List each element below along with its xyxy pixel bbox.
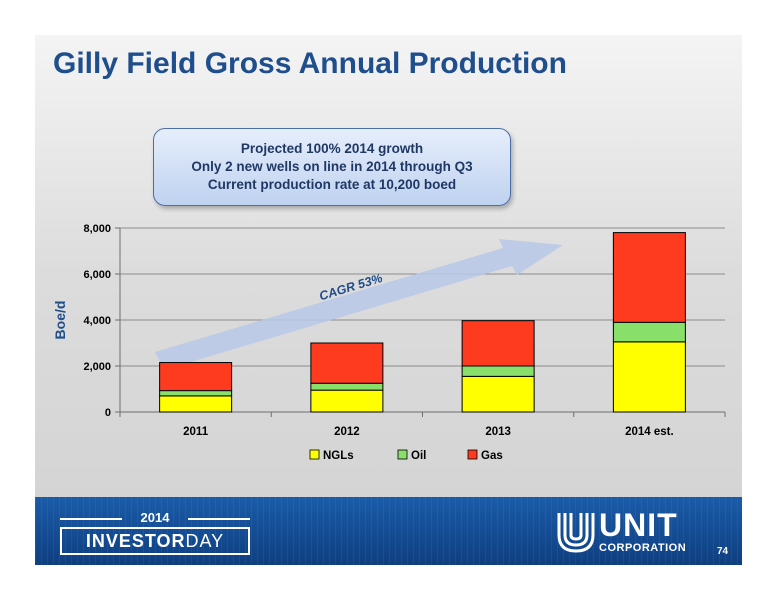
- investor-day-year: 2014: [60, 511, 250, 525]
- bar-oil: [612, 321, 686, 343]
- legend-swatch: [397, 449, 408, 460]
- callout-line-1: Projected 100% 2014 growth: [240, 141, 424, 156]
- footer-banner: 2014 INVESTORDAY UNIT CORPORATION 74: [35, 497, 742, 565]
- bar-ngls: [461, 375, 535, 413]
- y-tick-label: 0: [105, 407, 111, 419]
- bar-gas: [612, 232, 686, 323]
- x-tick-label: 2011: [183, 426, 209, 438]
- callout-line-3: Current production rate at 10,200 boed: [207, 177, 457, 192]
- day-word: DAY: [185, 531, 225, 551]
- callout-line-2: Only 2 new wells on line in 2014 through…: [191, 159, 473, 174]
- company-name: UNIT: [599, 507, 678, 543]
- legend-label: NGLs: [323, 450, 354, 462]
- legend-label: Gas: [481, 450, 503, 462]
- y-axis-label: Boe/d: [52, 301, 68, 340]
- x-tick-label: 2013: [485, 426, 511, 438]
- slide: Gilly Field Gross Annual Production 0 2,0…: [35, 35, 742, 565]
- bar-gas: [310, 342, 384, 384]
- bar-oil: [310, 382, 384, 391]
- page-number: 74: [717, 546, 729, 557]
- cagr-arrow: [155, 239, 563, 370]
- x-tick-label: 2012: [334, 426, 360, 438]
- investor-day-wordmark: INVESTORDAY: [60, 527, 250, 555]
- y-tick-label: 8,000: [83, 223, 111, 235]
- legend-swatch: [467, 449, 478, 460]
- bar-ngls: [159, 395, 233, 413]
- page-title: Gilly Field Gross Annual Production: [53, 47, 567, 80]
- bar-ngls: [612, 341, 686, 413]
- unit-emblem-icon: [557, 513, 595, 553]
- callout-box: Projected 100% 2014 growth Only 2 new we…: [153, 128, 511, 206]
- legend-swatch: [309, 449, 320, 460]
- y-tick-label: 2,000: [83, 361, 111, 373]
- investor-word: INVESTOR: [85, 531, 186, 551]
- investor-day-logo: 2014 INVESTORDAY: [60, 511, 250, 555]
- bar-oil: [461, 365, 535, 377]
- legend-label: Oil: [411, 450, 426, 462]
- bar-gas: [159, 362, 233, 392]
- x-tick-label: 2014 est.: [625, 426, 674, 438]
- bar-oil: [159, 390, 233, 397]
- unit-corporation-logo: UNIT CORPORATION: [555, 509, 695, 555]
- bar-ngls: [310, 389, 384, 413]
- y-tick-label: 6,000: [83, 269, 111, 281]
- company-subtitle: CORPORATION: [599, 542, 687, 554]
- y-tick-label: 4,000: [83, 315, 111, 327]
- bar-gas: [461, 320, 535, 367]
